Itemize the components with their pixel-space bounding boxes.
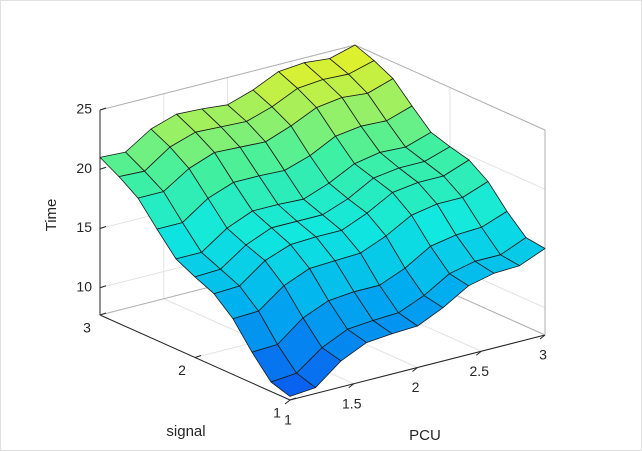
tick-labels: 1 1.5 2 2.5 3 1 2 3 10 15 20 25 — [76, 101, 547, 428]
tick-mark — [539, 334, 546, 340]
x-tick-label: 2.5 — [470, 363, 490, 379]
y-tick-label: 3 — [83, 320, 91, 336]
box-edge — [354, 44, 546, 131]
z-axis-label: Time — [43, 199, 60, 232]
z-tick-label: 25 — [76, 101, 92, 117]
y-axis-label: signal — [166, 423, 205, 440]
surface-patch — [270, 372, 316, 397]
z-tick-label: 20 — [76, 160, 92, 176]
tick-mark — [475, 350, 482, 356]
tick-mark — [99, 226, 107, 229]
tick-mark — [99, 312, 107, 316]
box-edge — [99, 44, 356, 111]
tick-mark — [99, 285, 107, 289]
x-tick-label: 1.5 — [342, 395, 362, 411]
tick-mark — [284, 399, 291, 405]
x-tick-label: 3 — [539, 347, 547, 363]
tick-mark — [289, 397, 297, 401]
tick-mark — [99, 166, 107, 170]
z-tick-label: 15 — [76, 219, 92, 235]
tick-mark — [99, 107, 107, 111]
y-tick-label: 1 — [273, 405, 281, 421]
z-tick-label: 10 — [76, 278, 92, 294]
x-tick-label: 1 — [284, 412, 292, 428]
tick-mark — [194, 355, 202, 358]
tick-mark — [412, 367, 418, 372]
tick-mark — [348, 383, 355, 389]
x-axis-label: PCU — [409, 427, 441, 444]
y-tick-label: 2 — [178, 362, 186, 378]
surface — [99, 44, 546, 397]
x-tick-label: 2 — [412, 379, 420, 395]
